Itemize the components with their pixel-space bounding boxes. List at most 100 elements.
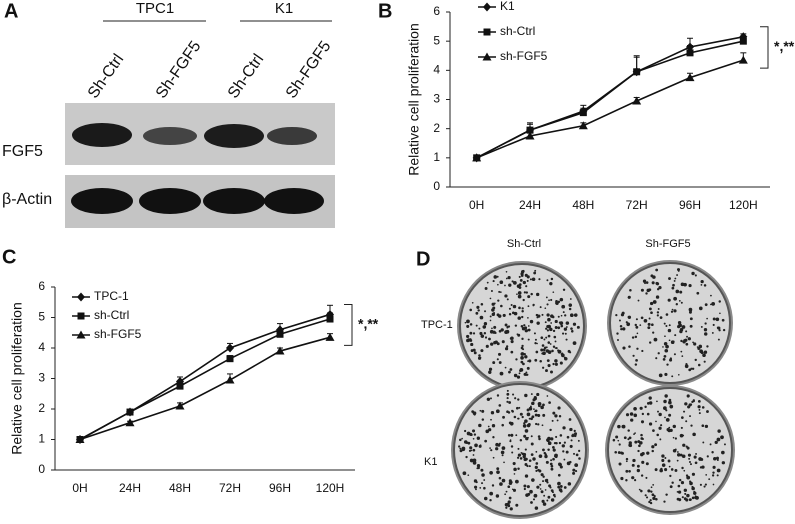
- colony: [635, 318, 638, 321]
- colony: [678, 498, 682, 502]
- colony: [459, 449, 463, 453]
- colony: [552, 446, 555, 449]
- colony: [668, 426, 671, 429]
- colony: [472, 454, 475, 456]
- colony: [473, 413, 476, 416]
- colony: [661, 458, 665, 463]
- colony: [716, 474, 719, 477]
- colony: [666, 363, 669, 366]
- colony: [505, 270, 508, 273]
- colony: [665, 493, 668, 496]
- colony: [557, 485, 561, 489]
- colony: [636, 332, 639, 335]
- colony: [661, 454, 665, 458]
- colony: [468, 449, 472, 452]
- colony: [663, 399, 667, 404]
- colony: [480, 302, 484, 306]
- colony: [547, 363, 551, 368]
- colony: [668, 400, 672, 405]
- colony: [459, 447, 462, 450]
- colony: [481, 409, 485, 413]
- colony: [500, 328, 504, 332]
- colony: [500, 304, 503, 308]
- colony: [509, 507, 513, 511]
- colony: [550, 459, 553, 462]
- colony: [704, 303, 708, 307]
- colony: [546, 329, 550, 332]
- colony: [612, 438, 616, 442]
- colony: [552, 411, 556, 415]
- colony: [543, 494, 546, 497]
- colony: [664, 468, 668, 472]
- colony: [523, 487, 526, 491]
- colony: [564, 314, 567, 317]
- colony: [634, 479, 637, 482]
- colony: [542, 475, 545, 478]
- colony: [569, 460, 572, 464]
- x-tick-label: 24H: [119, 481, 141, 495]
- colony: [663, 322, 666, 325]
- colony: [510, 421, 514, 426]
- colony: [534, 413, 538, 417]
- colony: [703, 360, 706, 363]
- colony: [679, 433, 684, 438]
- colony: [497, 299, 500, 302]
- colony: [521, 270, 525, 274]
- colony: [499, 280, 504, 285]
- colony: [659, 438, 662, 441]
- colony: [520, 356, 524, 360]
- colony: [625, 460, 628, 463]
- colony: [692, 432, 696, 437]
- colony: [655, 281, 659, 285]
- colony: [701, 465, 705, 469]
- colony: [562, 450, 565, 453]
- colony: [538, 454, 543, 458]
- colony: [536, 485, 540, 489]
- colony: [508, 307, 511, 310]
- colony: [680, 301, 683, 304]
- legend-label: sh-FGF5: [500, 49, 548, 63]
- colony: [669, 474, 672, 478]
- colony: [670, 468, 674, 471]
- marker: [633, 68, 641, 76]
- colony: [466, 319, 470, 324]
- colony: [551, 491, 554, 494]
- colony: [680, 282, 685, 287]
- colony: [626, 322, 631, 327]
- colony: [527, 436, 529, 439]
- colony: [670, 310, 674, 313]
- marker: [739, 37, 747, 45]
- colony: [675, 303, 678, 306]
- colony: [525, 493, 529, 497]
- colony: [635, 325, 639, 329]
- colony: [683, 497, 687, 501]
- colony: [528, 417, 531, 420]
- colony: [663, 500, 666, 503]
- colony: [507, 433, 511, 437]
- marker: [226, 343, 234, 353]
- colony: [462, 471, 467, 476]
- legend-label: sh-Ctrl: [500, 24, 535, 38]
- colony: [544, 454, 548, 459]
- colony: [471, 410, 475, 414]
- colony: [557, 406, 561, 410]
- colony: [573, 429, 576, 433]
- colony: [684, 364, 689, 369]
- colony: [544, 321, 547, 324]
- colony: [647, 326, 651, 330]
- colony: [524, 355, 528, 359]
- colony: [640, 433, 643, 437]
- colony: [683, 488, 688, 492]
- colony: [506, 298, 509, 301]
- colony: [488, 367, 493, 371]
- colony: [703, 350, 708, 354]
- colony: [640, 288, 644, 292]
- colony: [530, 442, 534, 446]
- colony: [660, 467, 663, 471]
- y-tick-label: 4: [38, 340, 45, 354]
- colony: [629, 289, 632, 292]
- series-line: [79, 336, 331, 441]
- colony: [532, 457, 536, 461]
- colony: [676, 459, 679, 462]
- colony: [677, 484, 681, 488]
